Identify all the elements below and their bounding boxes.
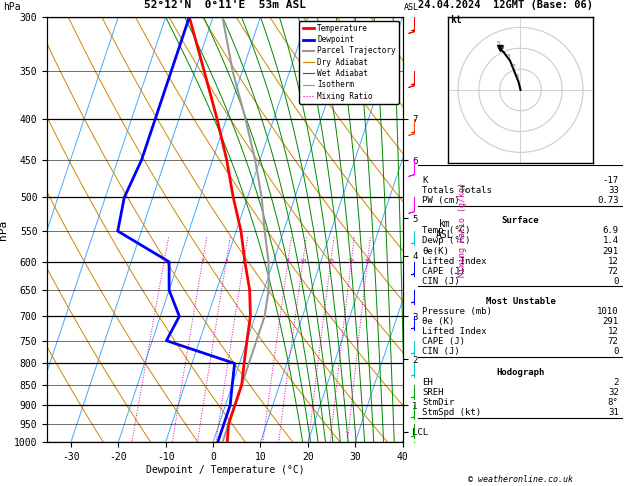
Text: 15: 15 [327, 260, 335, 264]
Text: 4: 4 [242, 260, 245, 264]
Text: Surface: Surface [502, 216, 539, 225]
Text: 1.4: 1.4 [603, 237, 619, 245]
Text: 0.73: 0.73 [597, 196, 619, 205]
Text: -17: -17 [603, 176, 619, 185]
Text: 31: 31 [608, 408, 619, 417]
Text: 6.9: 6.9 [603, 226, 619, 235]
X-axis label: Dewpoint / Temperature (°C): Dewpoint / Temperature (°C) [145, 465, 304, 475]
Text: Dewp (°C): Dewp (°C) [423, 237, 470, 245]
Text: 3: 3 [507, 53, 511, 59]
Text: 12: 12 [608, 327, 619, 336]
Y-axis label: hPa: hPa [0, 220, 8, 240]
Text: PW (cm): PW (cm) [423, 196, 460, 205]
Text: EH: EH [423, 378, 433, 387]
Text: CAPE (J): CAPE (J) [423, 337, 465, 347]
Text: 0: 0 [613, 347, 619, 356]
Text: K: K [423, 176, 428, 185]
Text: CIN (J): CIN (J) [423, 277, 460, 286]
Text: 52°12'N  0°11'E  53m ASL: 52°12'N 0°11'E 53m ASL [144, 0, 306, 10]
Text: 72: 72 [608, 337, 619, 347]
Text: 2: 2 [613, 378, 619, 387]
Text: 10: 10 [299, 260, 306, 264]
Text: 2: 2 [201, 260, 204, 264]
Text: 1: 1 [162, 260, 166, 264]
Text: 24.04.2024  12GMT (Base: 06): 24.04.2024 12GMT (Base: 06) [418, 0, 593, 10]
Legend: Temperature, Dewpoint, Parcel Trajectory, Dry Adiabat, Wet Adiabat, Isotherm, Mi: Temperature, Dewpoint, Parcel Trajectory… [299, 21, 399, 104]
Text: CIN (J): CIN (J) [423, 347, 460, 356]
Text: Hodograph: Hodograph [496, 368, 545, 377]
Text: 72: 72 [608, 267, 619, 276]
Text: 1: 1 [515, 74, 519, 79]
Text: Totals Totals: Totals Totals [423, 186, 493, 195]
Text: 12: 12 [608, 257, 619, 266]
Text: 1010: 1010 [597, 307, 619, 316]
Text: Temp (°C): Temp (°C) [423, 226, 470, 235]
Text: CAPE (J): CAPE (J) [423, 267, 465, 276]
Text: θe (K): θe (K) [423, 317, 455, 326]
Text: 291: 291 [603, 317, 619, 326]
Text: 33: 33 [608, 186, 619, 195]
Text: 0: 0 [613, 277, 619, 286]
Text: SREH: SREH [423, 388, 444, 397]
Text: 8°: 8° [608, 398, 619, 407]
Text: hPa: hPa [3, 2, 21, 12]
Text: 2: 2 [511, 64, 515, 69]
Text: θe(K): θe(K) [423, 246, 449, 256]
Text: Lifted Index: Lifted Index [423, 257, 487, 266]
Text: 8: 8 [286, 260, 290, 264]
Text: kt: kt [450, 15, 462, 25]
Y-axis label: km
ASL: km ASL [437, 219, 454, 241]
Text: 4: 4 [501, 45, 504, 50]
Text: 25: 25 [364, 260, 371, 264]
Text: 20: 20 [347, 260, 355, 264]
Text: 32: 32 [608, 388, 619, 397]
Text: Most Unstable: Most Unstable [486, 297, 555, 306]
Text: StmDir: StmDir [423, 398, 455, 407]
Text: Lifted Index: Lifted Index [423, 327, 487, 336]
Text: © weatheronline.co.uk: © weatheronline.co.uk [468, 474, 573, 484]
Text: StmSpd (kt): StmSpd (kt) [423, 408, 481, 417]
Text: 291: 291 [603, 246, 619, 256]
Text: 3: 3 [225, 260, 228, 264]
Text: 5: 5 [496, 41, 500, 46]
Text: Pressure (mb): Pressure (mb) [423, 307, 493, 316]
Text: Mixing Ratio (g/kg): Mixing Ratio (g/kg) [458, 182, 467, 277]
Text: km
ASL: km ASL [404, 0, 419, 12]
